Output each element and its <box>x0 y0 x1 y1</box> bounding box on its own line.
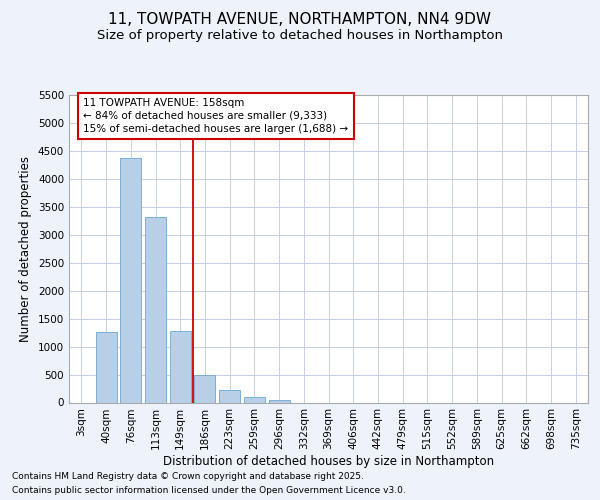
Bar <box>145 218 166 402</box>
Text: 11, TOWPATH AVENUE, NORTHAMPTON, NN4 9DW: 11, TOWPATH AVENUE, NORTHAMPTON, NN4 9DW <box>109 12 491 28</box>
Text: Contains public sector information licensed under the Open Government Licence v3: Contains public sector information licen… <box>12 486 406 495</box>
Bar <box>194 374 215 402</box>
Bar <box>95 332 116 402</box>
Text: Contains HM Land Registry data © Crown copyright and database right 2025.: Contains HM Land Registry data © Crown c… <box>12 472 364 481</box>
Text: Size of property relative to detached houses in Northampton: Size of property relative to detached ho… <box>97 29 503 42</box>
Bar <box>269 400 290 402</box>
Bar <box>120 158 141 402</box>
Text: 11 TOWPATH AVENUE: 158sqm
← 84% of detached houses are smaller (9,333)
15% of se: 11 TOWPATH AVENUE: 158sqm ← 84% of detac… <box>83 98 349 134</box>
X-axis label: Distribution of detached houses by size in Northampton: Distribution of detached houses by size … <box>163 455 494 468</box>
Bar <box>170 331 191 402</box>
Y-axis label: Number of detached properties: Number of detached properties <box>19 156 32 342</box>
Bar <box>244 398 265 402</box>
Bar <box>219 390 240 402</box>
